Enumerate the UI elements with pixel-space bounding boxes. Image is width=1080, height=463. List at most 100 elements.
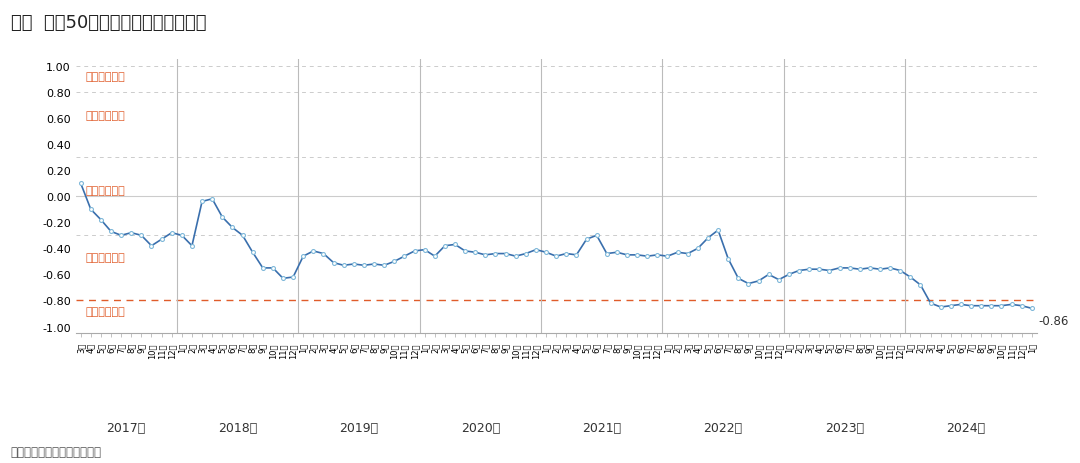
Point [780,271,797,279]
Point [983,302,1000,310]
Point [972,302,989,310]
Point [962,302,980,310]
Point [942,302,959,310]
Point [861,265,878,272]
Point [557,250,575,258]
Point [103,228,120,236]
Point [851,266,868,273]
Point [841,265,859,272]
Point [912,282,929,289]
Point [72,180,90,188]
Text: 2021年: 2021年 [582,421,621,434]
Point [638,253,656,260]
Text: 图：  全国50城市场情绪指数月度走势: 图： 全国50城市场情绪指数月度走势 [11,14,206,32]
Point [173,232,190,239]
Point [508,253,525,260]
Point [689,245,706,252]
Point [355,262,373,269]
Point [750,278,767,285]
Point [184,243,201,250]
Point [203,196,220,203]
Point [932,304,949,311]
Point [265,265,282,272]
Point [700,235,717,242]
Point [629,251,646,259]
Point [112,232,130,239]
Point [538,249,555,257]
Point [892,267,909,275]
Point [476,251,494,259]
Point [811,266,828,273]
Point [710,227,727,234]
Point [457,248,474,255]
Point [305,248,322,255]
Point [800,266,818,273]
Text: 市场观望区间: 市场观望区间 [85,253,125,263]
Point [365,261,382,268]
Point [517,250,535,258]
Point [376,262,393,269]
Point [730,275,747,282]
Point [872,266,889,273]
Point [244,249,261,257]
Point [274,275,292,282]
Point [821,267,838,275]
Point [133,232,150,239]
Point [163,230,180,237]
Point [82,206,99,213]
Point [902,274,919,281]
Point [315,250,333,258]
Point [831,265,848,272]
Point [325,259,342,267]
Text: 2022年: 2022年 [703,421,743,434]
Point [1013,302,1030,310]
Point [659,253,676,260]
Point [649,251,666,259]
Point [770,276,787,284]
Point [406,248,423,255]
Point [284,274,301,281]
Text: 2017年: 2017年 [107,421,146,434]
Text: 2020年: 2020年 [461,421,500,434]
Text: 2018年: 2018年 [218,421,257,434]
Point [548,253,565,260]
Point [953,301,970,308]
Point [427,253,444,260]
Point [92,217,109,224]
Point [719,256,737,263]
Point [234,232,252,239]
Text: 2019年: 2019年 [339,421,378,434]
Point [386,258,403,265]
Text: -0.86: -0.86 [1039,314,1069,327]
Text: 市场活跃区间: 市场活跃区间 [85,111,125,121]
Point [578,236,595,244]
Point [487,250,504,258]
Point [922,300,940,307]
Point [295,253,312,260]
Point [740,280,757,288]
Point [346,261,363,268]
Point [497,250,514,258]
Point [416,246,433,254]
Text: 市场低迷区间: 市场低迷区间 [85,306,125,316]
Point [143,243,160,250]
Text: 2023年: 2023年 [825,421,864,434]
Point [679,250,697,258]
Text: 市场平稳区间: 市场平稳区间 [85,185,125,195]
Point [467,249,484,257]
Point [214,214,231,221]
Point [619,251,636,259]
Point [254,265,271,272]
Point [881,265,899,272]
Point [395,253,413,260]
Point [993,302,1010,310]
Point [123,230,140,237]
Point [224,224,241,232]
Point [588,232,605,239]
Text: 市场亢奋区间: 市场亢奋区间 [85,72,125,82]
Point [598,250,616,258]
Text: 数据来源：诸葛数据研究中心: 数据来源：诸葛数据研究中心 [11,445,102,458]
Point [193,198,211,206]
Point [446,241,463,249]
Point [791,267,808,275]
